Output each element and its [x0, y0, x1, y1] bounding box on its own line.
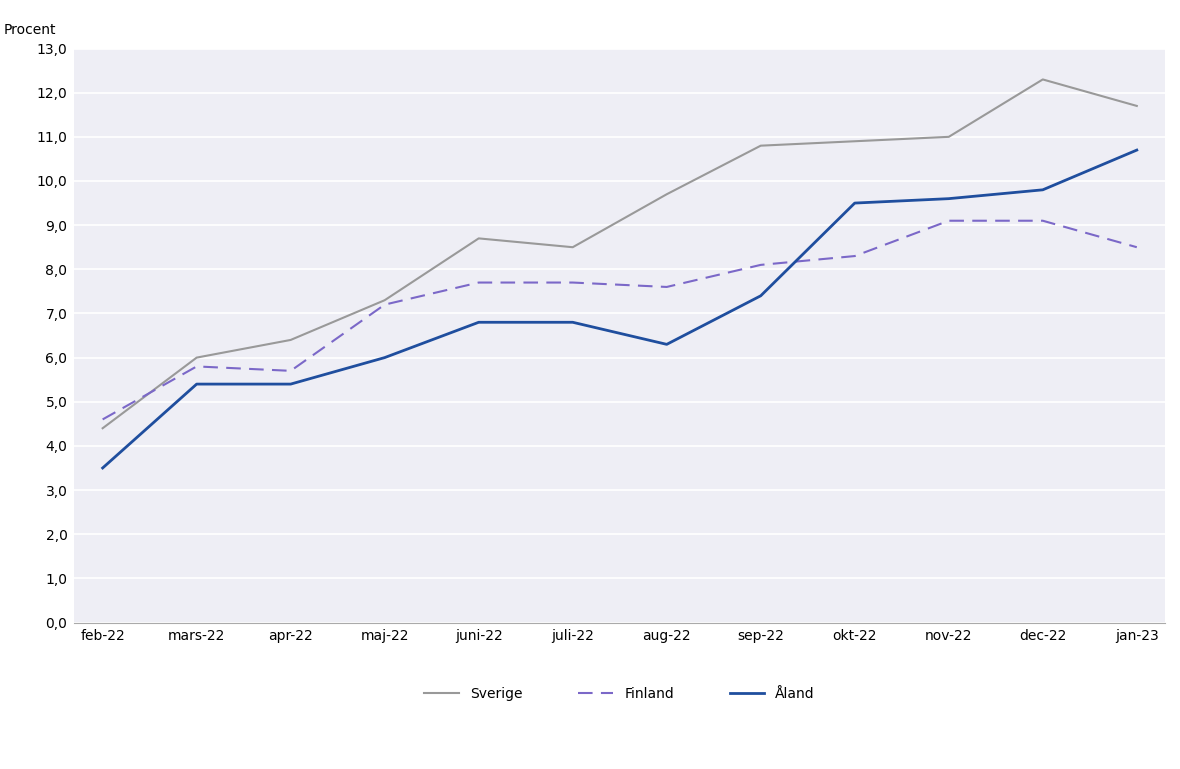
Finland: [754, 260, 768, 269]
Finland: [660, 282, 674, 291]
Åland: [1036, 185, 1050, 195]
Sverige: [96, 424, 110, 433]
Sverige: [190, 353, 204, 362]
Sverige: [660, 190, 674, 199]
Åland: [1129, 145, 1143, 155]
Åland: [378, 353, 392, 362]
Finland: [283, 366, 297, 375]
Finland: [472, 278, 486, 287]
Sverige: [1036, 75, 1050, 84]
Sverige: [847, 137, 861, 146]
Åland: [660, 340, 674, 349]
Finland: [190, 362, 204, 371]
Sverige: [942, 132, 956, 141]
Sverige: [754, 141, 768, 150]
Finland: [565, 278, 579, 287]
Åland: [283, 379, 297, 388]
Finland: [1036, 216, 1050, 225]
Åland: [472, 318, 486, 327]
Legend: Sverige, Finland, Åland: Sverige, Finland, Åland: [419, 681, 820, 706]
Sverige: [472, 234, 486, 243]
Line: Finland: Finland: [103, 221, 1136, 419]
Finland: [96, 414, 110, 424]
Finland: [942, 216, 956, 225]
Sverige: [1129, 102, 1143, 111]
Sverige: [283, 335, 297, 345]
Åland: [754, 291, 768, 301]
Åland: [942, 194, 956, 203]
Åland: [565, 318, 579, 327]
Sverige: [565, 242, 579, 251]
Finland: [847, 251, 861, 261]
Åland: [190, 379, 204, 388]
Finland: [378, 300, 392, 309]
Text: Procent: Procent: [4, 23, 57, 37]
Line: Åland: Åland: [103, 150, 1136, 468]
Åland: [96, 464, 110, 473]
Line: Sverige: Sverige: [103, 79, 1136, 428]
Finland: [1129, 242, 1143, 251]
Åland: [847, 198, 861, 208]
Sverige: [378, 295, 392, 305]
